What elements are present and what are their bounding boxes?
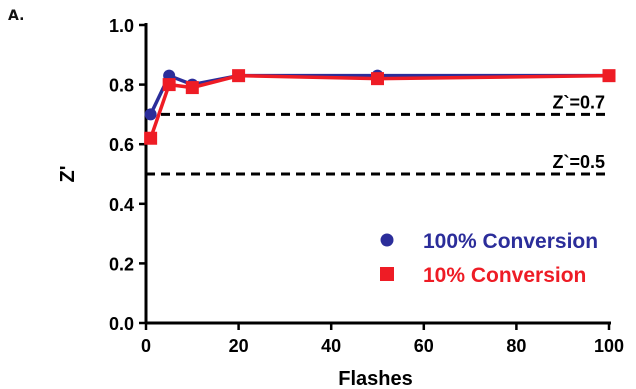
series-line — [148, 73, 610, 139]
reference-line-label: Z`=0.7 — [552, 92, 605, 112]
y-tick-label: 0.0 — [109, 314, 134, 334]
data-point-square — [232, 69, 246, 83]
data-point-square — [144, 131, 158, 145]
data-point-square — [602, 69, 616, 83]
x-tick-label: 0 — [141, 336, 151, 356]
legend-label: 100% Conversion — [423, 230, 598, 253]
x-tick-label: 80 — [506, 336, 526, 356]
x-tick-label: 100 — [594, 336, 624, 356]
x-axis-label: Flashes — [338, 368, 412, 389]
y-tick-label: 0.4 — [109, 195, 134, 215]
x-tick-label: 20 — [229, 336, 249, 356]
data-point-square — [162, 78, 176, 92]
x-tick-label: 40 — [321, 336, 341, 356]
panel-label: A. — [8, 8, 25, 24]
x-tick-label: 60 — [414, 336, 434, 356]
y-tick-label: 0.8 — [109, 76, 134, 96]
data-point-square — [185, 81, 199, 95]
data-point-circle — [144, 108, 157, 121]
y-tick-label: 1.0 — [109, 16, 134, 36]
legend-marker-square — [380, 267, 394, 281]
reference-line-label: Z`=0.5 — [552, 152, 605, 172]
y-axis-label: Z' — [57, 166, 79, 183]
legend-marker-circle — [380, 233, 394, 247]
data-point-square — [371, 72, 384, 86]
y-tick-label: 0.6 — [109, 135, 134, 155]
legend-label: 10% Conversion — [423, 264, 586, 287]
y-tick-label: 0.2 — [109, 254, 134, 274]
